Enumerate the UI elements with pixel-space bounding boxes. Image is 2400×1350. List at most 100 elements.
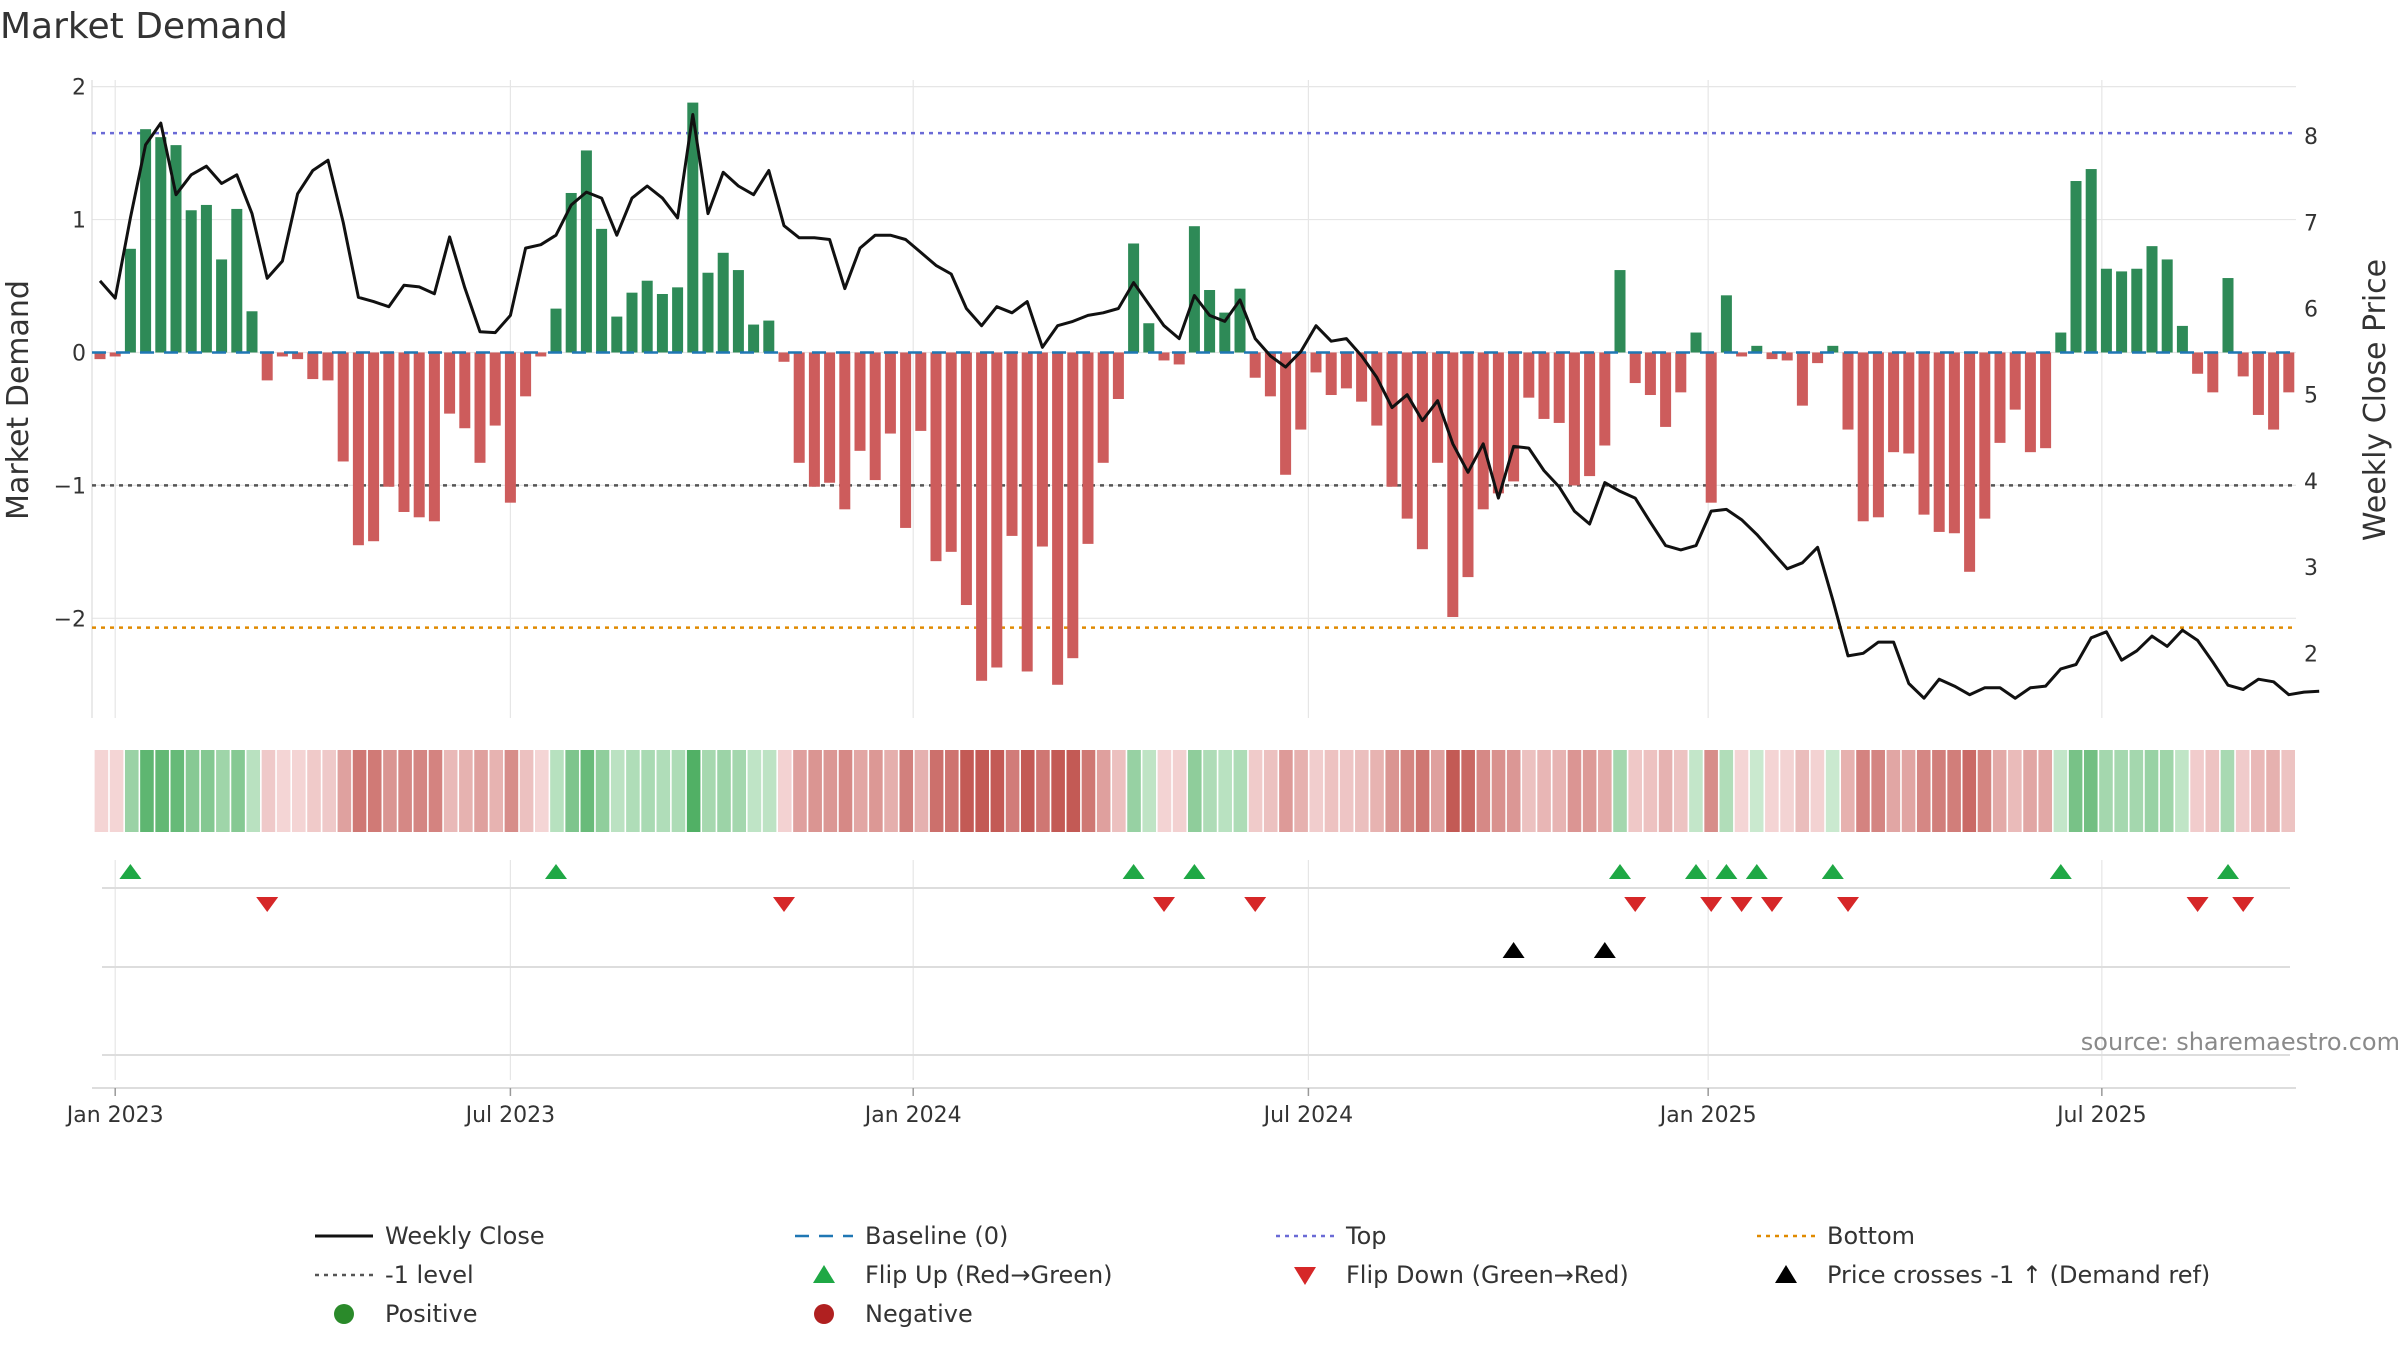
demand-bar-91 — [1477, 352, 1489, 510]
heat-cell-57 — [960, 750, 974, 832]
demand-bar-61 — [1021, 352, 1033, 672]
demand-bar-129 — [2055, 332, 2067, 353]
demand-bar-101 — [1629, 352, 1641, 384]
heat-cell-11 — [261, 750, 276, 832]
demand-bar-44 — [763, 320, 775, 353]
demand-bar-106 — [1705, 352, 1717, 503]
demand-bar-28 — [520, 352, 532, 397]
heat-cell-3 — [140, 750, 154, 832]
demand-bar-111 — [1781, 352, 1793, 361]
demand-bar-98 — [1584, 352, 1596, 477]
heat-cell-96 — [1552, 750, 1567, 832]
flip-down-marker-45 — [773, 897, 795, 912]
legend-swatch-price_cross — [1775, 1265, 1797, 1283]
heat-cell-24 — [459, 750, 473, 832]
price-cross-markers — [102, 942, 2290, 1056]
demand-bar-19 — [383, 352, 395, 487]
demand-bar-67 — [1112, 352, 1124, 399]
heat-cell-138 — [2190, 750, 2204, 832]
demand-bar-110 — [1766, 352, 1778, 360]
flip-up-marker-105 — [1685, 864, 1707, 879]
y2-tick-label-1: 7 — [2304, 211, 2318, 236]
demand-bar-144 — [2283, 352, 2295, 393]
heat-cell-42 — [732, 750, 747, 832]
heat-cell-69 — [1142, 750, 1157, 832]
legend-label-baseline: Baseline (0) — [865, 1222, 1008, 1250]
demand-bar-58 — [976, 352, 988, 681]
demand-bar-57 — [960, 352, 972, 606]
demand-bar-12 — [276, 352, 288, 357]
legend-item-flip_down: Flip Down (Green→Red) — [1294, 1261, 1629, 1289]
heat-cell-12 — [276, 750, 291, 832]
flip-down-marker-110 — [1761, 897, 1783, 912]
flip-down-marker-115 — [1837, 897, 1859, 912]
heat-cell-112 — [1795, 750, 1810, 832]
demand-bar-87 — [1416, 352, 1428, 550]
demand-bar-41 — [717, 252, 729, 353]
demand-bar-39 — [687, 102, 699, 353]
heat-cell-128 — [2038, 750, 2053, 832]
demand-bar-56 — [945, 352, 957, 552]
demand-bar-22 — [428, 352, 440, 522]
demand-bar-118 — [1888, 352, 1900, 453]
heat-cell-114 — [1825, 750, 1840, 832]
demand-bar-47 — [808, 352, 820, 487]
heat-cell-23 — [443, 750, 458, 832]
demand-bar-122 — [1948, 352, 1960, 534]
heat-cell-39 — [686, 750, 701, 832]
demand-bar-27 — [504, 352, 516, 503]
legend-swatch-flip_down — [1294, 1267, 1316, 1285]
heat-cell-13 — [292, 750, 306, 832]
demand-bar-117 — [1872, 352, 1884, 518]
y2-tick-label-5: 3 — [2304, 556, 2318, 581]
heat-cell-120 — [1916, 750, 1931, 832]
heat-cell-7 — [200, 750, 215, 832]
demand-bar-72 — [1188, 226, 1200, 353]
y-tick-label-4: −2 — [54, 607, 86, 632]
demand-bar-78 — [1280, 352, 1292, 475]
flip-markers — [102, 864, 2290, 912]
flip-up-marker-129 — [2049, 864, 2072, 879]
demand-bar-48 — [824, 352, 836, 483]
heat-cell-84 — [1370, 750, 1384, 832]
y-tick-label-2: 0 — [72, 341, 86, 366]
heat-cell-44 — [762, 750, 777, 832]
heat-cell-83 — [1355, 750, 1369, 832]
demand-bar-125 — [1994, 352, 2006, 443]
demand-bar-128 — [2040, 352, 2052, 449]
heat-cell-28 — [519, 750, 534, 832]
demand-bar-109 — [1751, 345, 1763, 353]
legend-label-weekly_close: Weekly Close — [385, 1222, 545, 1250]
heat-cell-109 — [1749, 750, 1764, 832]
heat-cell-134 — [2129, 750, 2144, 832]
legend-label-minus_one: -1 level — [385, 1261, 474, 1289]
legend-swatch-flip_up — [813, 1265, 835, 1283]
demand-bar-73 — [1204, 290, 1216, 353]
heat-cell-1 — [109, 750, 124, 832]
demand-bar-119 — [1903, 352, 1915, 454]
heat-cell-101 — [1628, 750, 1642, 832]
heat-cell-54 — [914, 750, 929, 832]
demand-bar-25 — [474, 352, 486, 463]
demand-bar-7 — [200, 204, 212, 353]
legend-item-top: Top — [1276, 1222, 1387, 1250]
heat-cell-2 — [124, 750, 139, 832]
demand-bar-65 — [1082, 352, 1094, 544]
heat-cell-33 — [595, 750, 610, 832]
heat-cell-129 — [2053, 750, 2068, 832]
demand-bar-64 — [1067, 352, 1079, 659]
demand-bar-52 — [884, 352, 896, 434]
flip-up-marker-107 — [1715, 864, 1738, 879]
heat-cell-35 — [626, 750, 640, 832]
heat-cell-121 — [1932, 750, 1946, 832]
heat-cell-93 — [1506, 750, 1521, 832]
demand-bar-136 — [2161, 259, 2173, 353]
heat-cell-111 — [1780, 750, 1794, 832]
demand-bar-135 — [2146, 246, 2158, 353]
flip-down-marker-101 — [1624, 897, 1647, 912]
demand-bar-33 — [596, 228, 608, 353]
demand-bar-16 — [337, 352, 349, 462]
demand-bar-127 — [2024, 352, 2036, 453]
heat-cell-41 — [717, 750, 731, 832]
demand-bar-130 — [2070, 181, 2082, 353]
